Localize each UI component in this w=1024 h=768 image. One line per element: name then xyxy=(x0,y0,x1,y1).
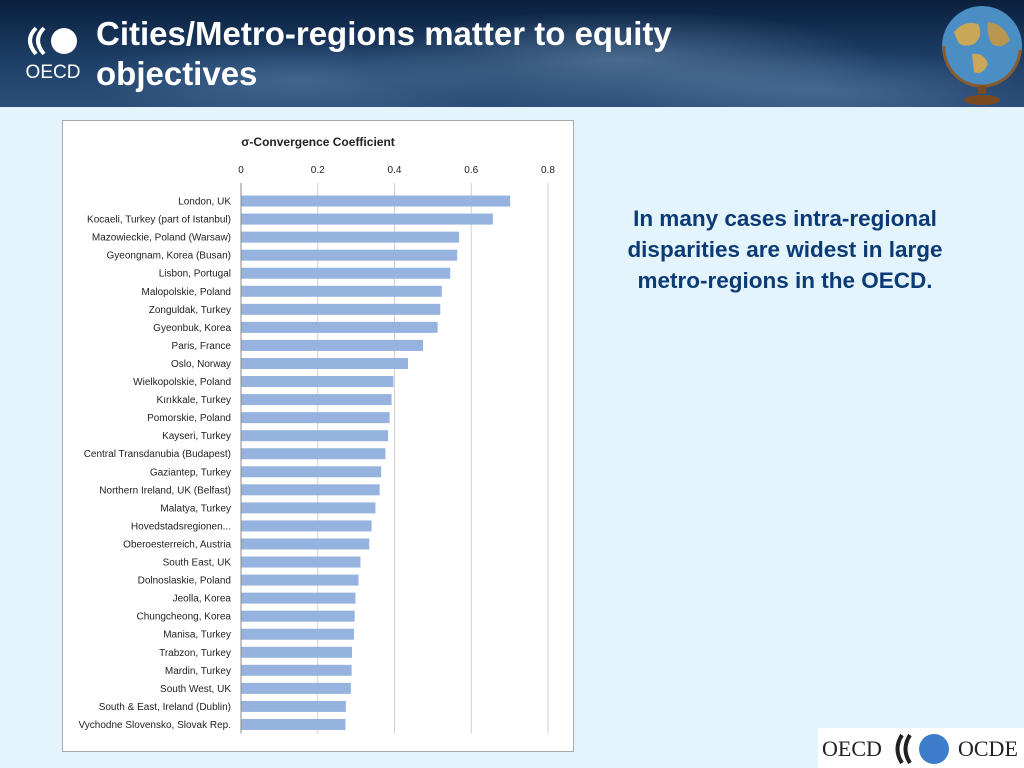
side-annotation: In many cases intra-regional disparities… xyxy=(627,206,943,293)
category-label: Mazowieckie, Poland (Warsaw) xyxy=(92,233,231,244)
bar xyxy=(241,339,424,351)
bar xyxy=(241,249,458,261)
chart-panel: σ-Convergence Coefficient 0 0.2 0.4 0.6 0.8 … xyxy=(62,120,574,752)
bar xyxy=(241,357,409,369)
x-tick-label: 0.2 xyxy=(311,165,325,176)
category-label: Gaziantep, Turkey xyxy=(150,467,231,478)
bar xyxy=(241,574,359,586)
category-label: Zonguldak, Turkey xyxy=(149,305,231,316)
bar xyxy=(241,231,460,243)
category-label: Chungcheong, Korea xyxy=(136,612,231,623)
category-label: Hovedstadsregionen... xyxy=(131,521,231,532)
category-label: Kayseri, Turkey xyxy=(162,431,231,442)
category-label: Oberoesterreich, Austria xyxy=(123,539,231,550)
oecd-logo-icon: OECD xyxy=(26,26,81,83)
oecd-logo-text: OECD xyxy=(26,62,81,83)
bar xyxy=(241,195,511,207)
bar xyxy=(241,213,493,225)
slide-header: OECD Cities/Metro-regions matter to equi… xyxy=(0,0,1024,107)
bar xyxy=(241,412,390,424)
x-tick-label: 0.4 xyxy=(388,165,402,176)
category-label: Dolnoslaskie, Poland xyxy=(138,576,231,587)
category-label: Manisa, Turkey xyxy=(163,630,231,641)
footer-ocde-text: OCDE xyxy=(958,736,1018,761)
category-label: Northern Ireland, UK (Belfast) xyxy=(99,485,231,496)
category-label: Gyeonbuk, Korea xyxy=(153,323,231,334)
x-tick-label: 0 xyxy=(238,165,244,176)
bar xyxy=(241,394,392,406)
bar xyxy=(241,376,394,388)
bar xyxy=(241,321,438,333)
category-label: Malopolskie, Poland xyxy=(142,287,232,298)
bar xyxy=(241,502,376,514)
category-label: Malatya, Turkey xyxy=(160,503,231,514)
slide-title: Cities/Metro-regions matter to equity ob… xyxy=(96,15,672,92)
category-label: Jeolla, Korea xyxy=(173,594,232,605)
category-label: Vychodne Slovensko, Slovak Rep. xyxy=(79,720,232,731)
category-label: Lisbon, Portugal xyxy=(159,269,231,280)
category-label: Trabzon, Turkey xyxy=(159,648,231,659)
bar xyxy=(241,267,451,279)
bar xyxy=(241,610,355,622)
oecd-logo-icon xyxy=(895,733,949,765)
bar xyxy=(241,664,352,676)
bar xyxy=(241,718,346,730)
category-label: Kırıkkale, Turkey xyxy=(157,395,231,406)
bar xyxy=(241,538,370,550)
category-label: Oslo, Norway xyxy=(171,359,231,370)
x-tick-label: 0.8 xyxy=(541,165,555,176)
category-label: London, UK xyxy=(178,197,231,208)
category-label: Mardin, Turkey xyxy=(165,666,231,677)
globe-icon xyxy=(942,6,1022,105)
category-label: South West, UK xyxy=(160,684,231,695)
category-label: Kocaeli, Turkey (part of Istanbul) xyxy=(87,215,231,226)
bar xyxy=(241,628,354,640)
category-label: Wielkopolskie, Poland xyxy=(133,377,231,388)
category-label: South & East, Ireland (Dublin) xyxy=(99,702,231,713)
category-label: Gyeongnam, Korea (Busan) xyxy=(106,251,231,262)
sigma-convergence-chart: σ-Convergence Coefficient 0 0.2 0.4 0.6 0.8 … xyxy=(79,135,555,734)
bar xyxy=(241,682,351,694)
bar xyxy=(241,592,356,604)
bar xyxy=(241,430,389,442)
bar xyxy=(241,466,382,478)
footer-oecd-text: OECD xyxy=(822,736,882,761)
category-label: Central Transdanubia (Budapest) xyxy=(84,449,231,460)
bar xyxy=(241,448,386,460)
x-tick-label: 0.6 xyxy=(464,165,478,176)
bar xyxy=(241,646,353,658)
bar xyxy=(241,303,441,315)
bar xyxy=(241,520,372,532)
category-label: Pomorskie, Poland xyxy=(147,413,231,424)
bar xyxy=(241,556,361,568)
bar xyxy=(241,700,346,712)
oecd-ocde-logo: OECD OCDE xyxy=(818,728,1024,768)
bar xyxy=(241,285,442,297)
category-label: South East, UK xyxy=(163,558,232,569)
chart-title: σ-Convergence Coefficient xyxy=(241,135,395,149)
bar xyxy=(241,484,380,496)
category-label: Paris, France xyxy=(172,341,232,352)
